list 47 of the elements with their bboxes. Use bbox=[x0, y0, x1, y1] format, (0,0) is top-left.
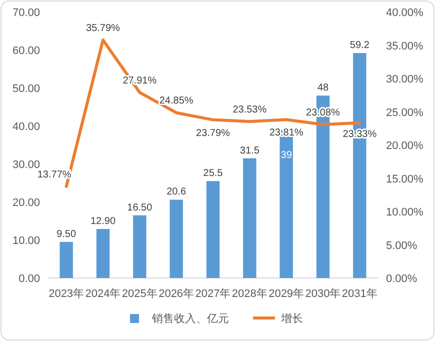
bar bbox=[170, 200, 183, 278]
x-tick-label: 2030年 bbox=[305, 288, 341, 300]
bar bbox=[96, 228, 110, 278]
x-tick-label: 2028年 bbox=[232, 288, 268, 300]
y2-tick-label: 15.00% bbox=[386, 173, 424, 186]
bar bbox=[243, 158, 256, 278]
x-tick-label: 2029年 bbox=[268, 288, 304, 300]
y2-tick-label: 10.00% bbox=[386, 206, 424, 218]
data-label: 23.79% bbox=[196, 128, 230, 139]
data-label: 20.6 bbox=[166, 186, 186, 198]
y-tick-label: 40.00 bbox=[12, 121, 40, 133]
x-tick-label: 2031年 bbox=[342, 288, 378, 300]
y-tick-label: 50.00 bbox=[12, 83, 40, 95]
data-label: 16.50 bbox=[127, 202, 153, 214]
bar bbox=[133, 215, 146, 278]
y-tick-label: 0.00 bbox=[18, 273, 40, 285]
y2-tick-label: 25.00% bbox=[386, 106, 424, 119]
data-label: 23.53% bbox=[232, 104, 267, 116]
data-label: 24.85% bbox=[159, 96, 194, 107]
bar bbox=[60, 242, 73, 278]
data-label: 31.5 bbox=[240, 145, 260, 156]
data-label: 59.2 bbox=[350, 40, 370, 52]
data-label: 25.5 bbox=[203, 168, 224, 180]
data-label: 35.79% bbox=[86, 22, 120, 34]
data-label: 48 bbox=[317, 82, 329, 94]
data-label: 12.90 bbox=[90, 216, 116, 227]
y-tick-label: 60.00 bbox=[12, 45, 40, 57]
data-label: 9.50 bbox=[56, 228, 76, 240]
data-label: 39 bbox=[280, 150, 292, 161]
legend-label: 增长 bbox=[280, 312, 303, 325]
y2-tick-label: 0.00% bbox=[386, 273, 418, 285]
y-tick-label: 20.00 bbox=[12, 197, 40, 209]
x-tick-label: 2026年 bbox=[158, 288, 194, 300]
y2-tick-label: 20.00% bbox=[386, 140, 424, 152]
x-tick-label: 2023年 bbox=[48, 288, 84, 300]
y-tick-label: 30.00 bbox=[12, 159, 40, 171]
x-tick-label: 2024年 bbox=[85, 288, 121, 300]
x-tick-label: 2025年 bbox=[122, 288, 158, 300]
bar bbox=[206, 181, 220, 278]
y-tick-label: 10.00 bbox=[12, 235, 40, 247]
y-tick-label: 70.00 bbox=[12, 7, 40, 19]
legend-label: 销售收入、亿元 bbox=[151, 312, 229, 325]
x-tick-label: 2027年 bbox=[195, 288, 231, 300]
y2-tick-label: 5.00% bbox=[386, 240, 418, 252]
y2-tick-label: 35.00% bbox=[386, 40, 424, 52]
y2-tick-label: 30.00% bbox=[386, 74, 424, 86]
y2-tick-label: 40.00% bbox=[386, 7, 424, 19]
